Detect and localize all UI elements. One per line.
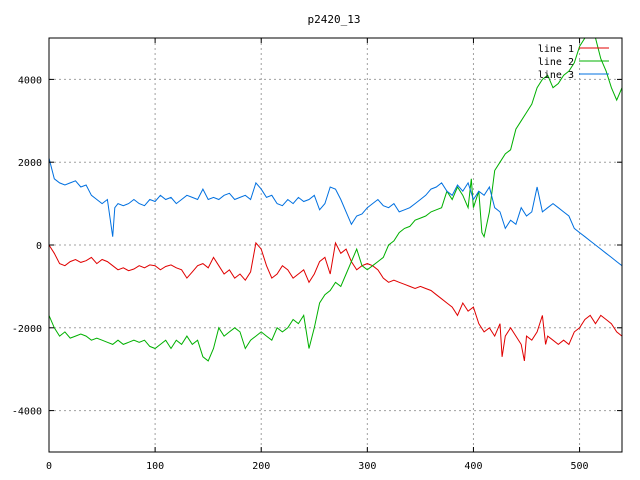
series-line-1	[49, 241, 622, 361]
x-tick-label: 0	[46, 461, 52, 472]
series-lines	[49, 38, 622, 362]
legend: line 1 line 2 line 3	[538, 44, 609, 81]
series-line-2	[49, 38, 622, 362]
x-tick-label: 400	[464, 461, 482, 472]
y-tick-label: 0	[36, 241, 42, 252]
y-tick-label: -4000	[12, 407, 42, 418]
legend-label-2: line 2	[538, 57, 574, 68]
x-tick-label: 200	[252, 461, 270, 472]
y-tick-label: 2000	[18, 158, 42, 169]
series-line-3	[49, 157, 622, 267]
y-tick-label: -2000	[12, 324, 42, 335]
y-tick-label: 4000	[18, 75, 42, 86]
legend-label-3: line 3	[538, 70, 574, 81]
x-tick-label: 100	[146, 461, 164, 472]
chart-title: p2420_13	[308, 13, 361, 26]
legend-label-1: line 1	[538, 44, 574, 55]
x-tick-label: 300	[358, 461, 376, 472]
axis-ticks: 0 100 200 300 400 500 -4000 -2000 0 2000 4000	[12, 38, 622, 472]
x-tick-label: 500	[571, 461, 589, 472]
